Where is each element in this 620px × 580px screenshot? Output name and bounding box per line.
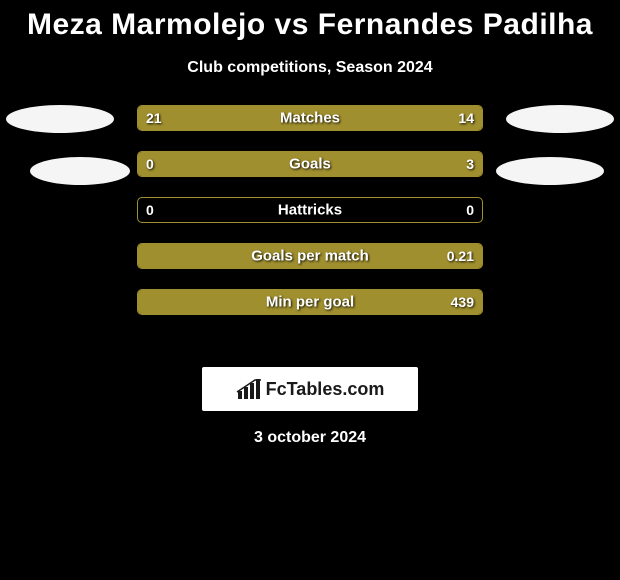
stat-label: Goals — [289, 156, 331, 173]
stat-row: 21 14 Matches — [137, 105, 483, 131]
comparison-chart: 21 14 Matches 0 3 Goals 0 0 Hattricks 0.21 Goals p… — [0, 105, 620, 355]
stat-right-value: 3 — [466, 156, 474, 172]
brand-badge: FcTables.com — [202, 367, 418, 411]
stat-right-value: 14 — [458, 110, 474, 126]
stat-label: Hattricks — [278, 202, 342, 219]
stat-bar-right-fill — [200, 152, 482, 176]
stat-row: 0 0 Hattricks — [137, 197, 483, 223]
stat-row: 0.21 Goals per match — [137, 243, 483, 269]
stat-left-value: 0 — [146, 156, 154, 172]
stat-label: Min per goal — [266, 294, 354, 311]
stat-right-value: 0 — [466, 202, 474, 218]
player-ellipse — [30, 157, 130, 185]
stat-right-value: 0.21 — [447, 248, 474, 264]
stat-label: Goals per match — [251, 248, 369, 265]
stat-left-value: 0 — [146, 202, 154, 218]
stat-left-value: 21 — [146, 110, 162, 126]
page-subtitle: Club competitions, Season 2024 — [0, 59, 620, 77]
page-title: Meza Marmolejo vs Fernandes Padilha — [0, 8, 620, 41]
player-ellipse — [506, 105, 614, 133]
stat-row: 0 3 Goals — [137, 151, 483, 177]
date-label: 3 october 2024 — [0, 429, 620, 447]
brand-label: FcTables.com — [266, 379, 385, 400]
stat-label: Matches — [280, 110, 340, 127]
brand-chart-icon — [236, 379, 262, 399]
stat-bars: 21 14 Matches 0 3 Goals 0 0 Hattricks 0.21 Goals p… — [137, 105, 483, 335]
stat-row: 439 Min per goal — [137, 289, 483, 315]
stat-right-value: 439 — [451, 294, 474, 310]
player-ellipse — [496, 157, 604, 185]
player-ellipse — [6, 105, 114, 133]
